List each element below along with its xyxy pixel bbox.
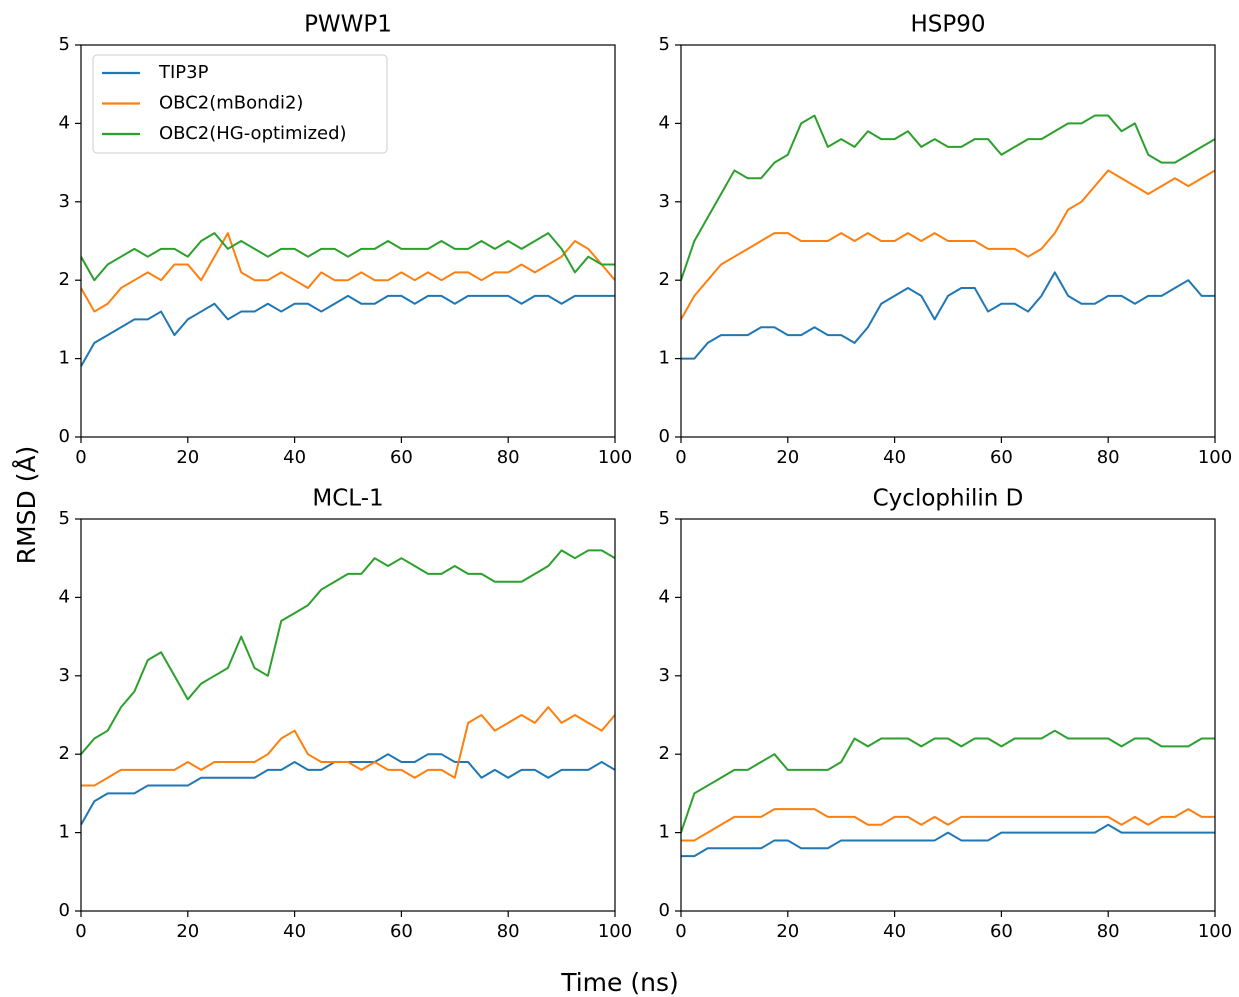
x-tick-label: 20: [776, 921, 799, 942]
y-tick-label: 5: [659, 508, 670, 529]
y-tick-label: 4: [59, 586, 70, 607]
series-line: [681, 114, 1215, 281]
chart-title: Cyclophilin D: [873, 486, 1024, 512]
x-tick-label: 60: [390, 447, 413, 468]
plot-frame: [80, 44, 616, 438]
series-line: [81, 549, 615, 755]
x-tick-label: 100: [598, 447, 632, 468]
series-line: [681, 823, 1215, 858]
y-axis-label: RMSD (Å): [12, 446, 41, 565]
series-line: [681, 808, 1215, 842]
y-tick-label: 0: [659, 426, 670, 447]
x-tick-label: 80: [1097, 447, 1120, 468]
y-tick-label: 2: [659, 269, 670, 290]
subplot: HSP90 0 20 40 60 80 100 0 1 2 3 4 5: [659, 12, 1233, 469]
series-line: [81, 232, 615, 313]
legend-label: OBC2(mBondi2): [159, 93, 303, 114]
x-tick-label: 20: [176, 447, 199, 468]
y-tick-label: 2: [59, 743, 70, 764]
y-tick-label: 2: [659, 743, 670, 764]
y-tick-label: 4: [59, 112, 70, 133]
series-line: [681, 729, 1215, 833]
x-tick-label: 80: [1097, 921, 1120, 942]
legend-box: [92, 54, 388, 154]
y-tick-label: 1: [59, 822, 70, 843]
x-tick-label: 20: [776, 447, 799, 468]
y-tick-label: 3: [659, 665, 670, 686]
legend: TIP3P OBC2(mBondi2) OBC2(HG-optimized): [92, 54, 388, 154]
y-tick-label: 1: [659, 348, 670, 369]
series-line: [81, 753, 615, 826]
x-tick-label: 100: [598, 921, 632, 942]
x-tick-label: 40: [883, 447, 906, 468]
x-tick-label: 80: [497, 447, 520, 468]
x-tick-label: 0: [75, 921, 86, 942]
y-tick-label: 4: [659, 112, 670, 133]
y-tick-label: 5: [59, 34, 70, 55]
x-tick-label: 0: [75, 447, 86, 468]
plot-frame: [80, 518, 616, 912]
x-tick-label: 100: [1198, 921, 1232, 942]
legend-label: OBC2(HG-optimized): [159, 123, 347, 144]
y-tick-label: 5: [659, 34, 670, 55]
subplot: Cyclophilin D 0 20 40 60 80 100 0 1 2 3 4 5: [659, 486, 1233, 943]
x-tick-label: 0: [675, 447, 686, 468]
y-tick-label: 1: [59, 348, 70, 369]
x-tick-label: 20: [176, 921, 199, 942]
chart-title: PWWP1: [304, 12, 392, 38]
series-line: [81, 706, 615, 787]
subplot: MCL-1 0 20 40 60 80 100 0 1 2 3 4 5: [59, 486, 633, 943]
x-axis-label: Time (ns): [560, 968, 679, 997]
y-tick-label: 2: [59, 269, 70, 290]
y-tick-label: 1: [659, 822, 670, 843]
series-line: [681, 271, 1215, 360]
y-tick-label: 3: [659, 191, 670, 212]
subplot: PWWP1 0 20 40 60 80 100 0 1 2 3 4 5 TIP3P OBC2(mBondi2…: [59, 12, 633, 469]
x-tick-label: 40: [283, 447, 306, 468]
y-tick-label: 0: [59, 900, 70, 921]
chart-title: MCL-1: [312, 486, 383, 512]
x-tick-label: 100: [1198, 447, 1232, 468]
x-tick-label: 60: [990, 447, 1013, 468]
plot-frame: [680, 518, 1216, 912]
y-tick-label: 3: [59, 665, 70, 686]
series-line: [81, 232, 615, 282]
x-tick-label: 80: [497, 921, 520, 942]
x-tick-label: 40: [283, 921, 306, 942]
series-line: [81, 294, 615, 367]
y-tick-label: 0: [659, 900, 670, 921]
y-tick-label: 3: [59, 191, 70, 212]
series-line: [681, 169, 1215, 320]
x-tick-label: 60: [990, 921, 1013, 942]
y-tick-label: 0: [59, 426, 70, 447]
y-tick-label: 4: [659, 586, 670, 607]
x-tick-label: 60: [390, 921, 413, 942]
y-tick-label: 5: [59, 508, 70, 529]
legend-label: TIP3P: [158, 62, 209, 83]
x-tick-label: 0: [675, 921, 686, 942]
chart-title: HSP90: [910, 12, 985, 38]
plot-frame: [680, 44, 1216, 438]
x-tick-label: 40: [883, 921, 906, 942]
